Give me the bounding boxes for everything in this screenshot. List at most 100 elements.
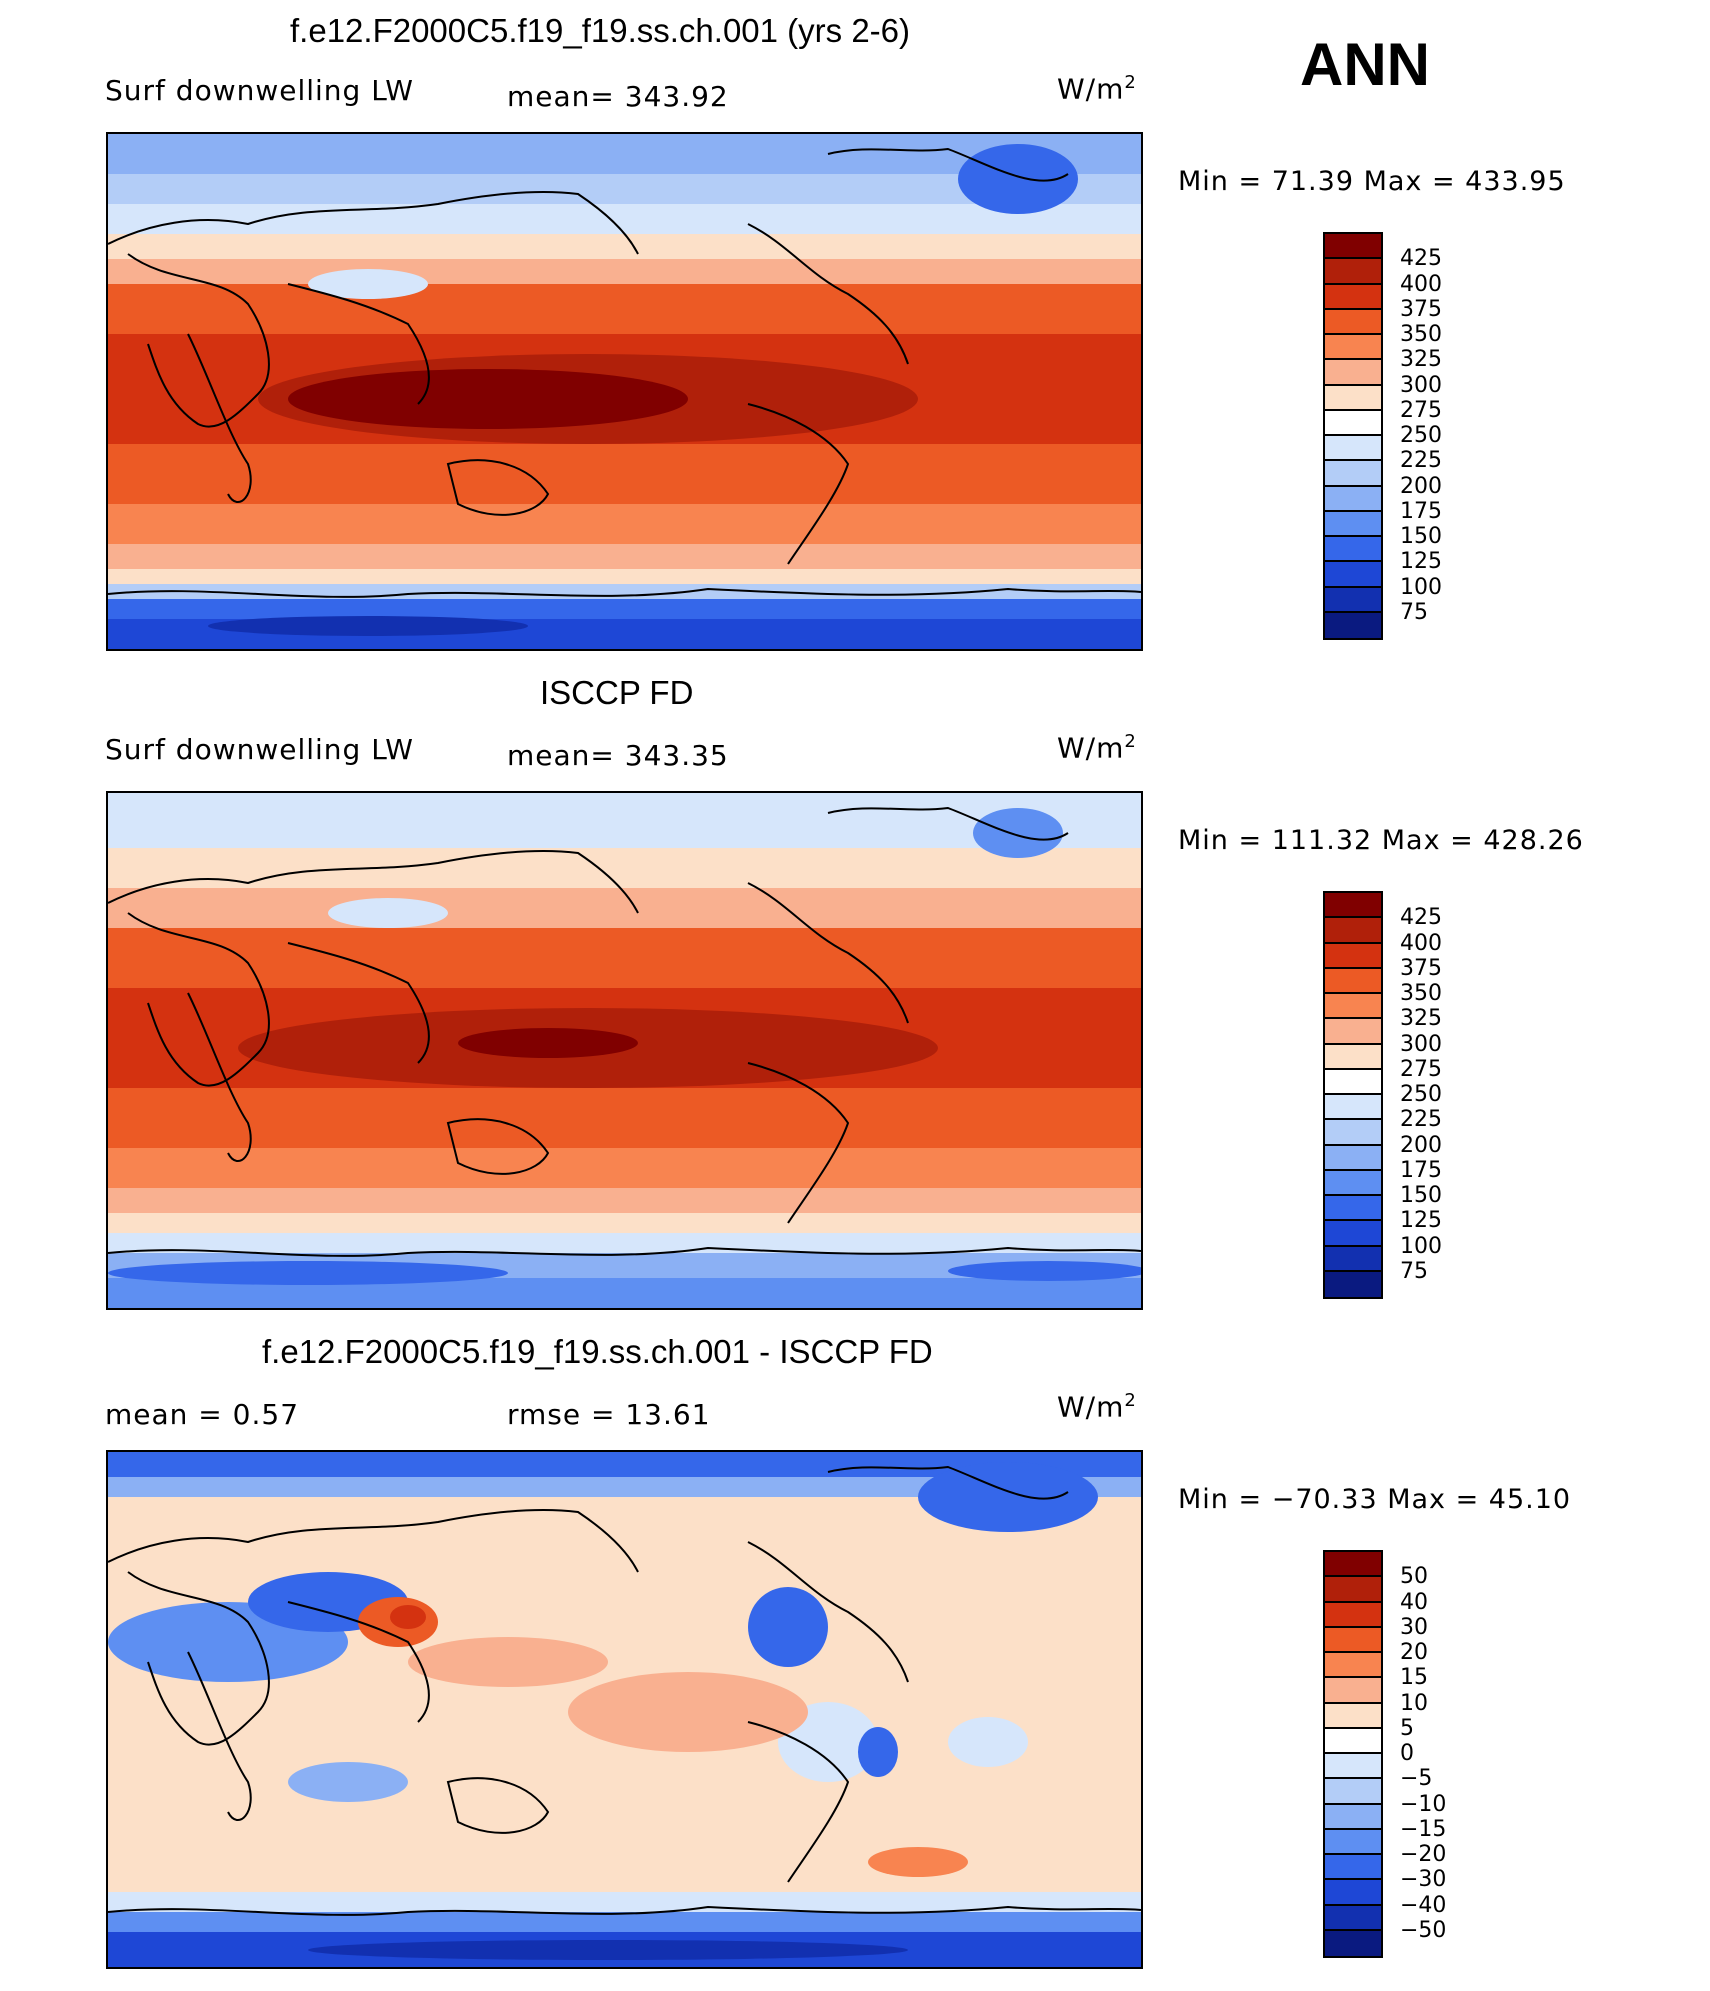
colorbar-segment — [1325, 385, 1381, 411]
panel2-variable-label: Surf downwelling LW — [105, 733, 414, 766]
panel2-map — [106, 791, 1143, 1310]
panel2-colorbar — [1323, 891, 1383, 1299]
panel3-units: W/m2 — [1057, 1390, 1137, 1424]
colorbar-tick-label: 225 — [1400, 448, 1442, 474]
colorbar-segment — [1325, 1653, 1381, 1679]
panel2-title: ISCCP FD — [540, 674, 694, 711]
colorbar-tick-label: 75 — [1400, 599, 1428, 625]
colorbar-segment — [1325, 537, 1381, 563]
colorbar-segment — [1325, 1829, 1381, 1855]
colorbar-tick-label: 50 — [1400, 1564, 1428, 1590]
colorbar-segment — [1325, 1804, 1381, 1830]
colorbar-tick-label: 325 — [1400, 347, 1442, 373]
colorbar-tick-label: 30 — [1400, 1614, 1428, 1640]
panel2-units: W/m2 — [1057, 731, 1137, 765]
colorbar-segment — [1325, 486, 1381, 512]
panel3-rmse-label: rmse = 13.61 — [507, 1398, 711, 1431]
colorbar-tick-label: 350 — [1400, 981, 1442, 1006]
colorbar-tick-label: 275 — [1400, 397, 1442, 423]
colorbar-segment — [1325, 234, 1381, 260]
panel2-minmax: Min = 111.32 Max = 428.26 — [1178, 825, 1584, 856]
colorbar-tick-label: 15 — [1400, 1665, 1428, 1691]
colorbar-tick-label: −5 — [1400, 1766, 1433, 1792]
colorbar-tick-label: 150 — [1400, 524, 1442, 549]
colorbar-segment — [1325, 1905, 1381, 1931]
colorbar-tick-label: −20 — [1400, 1842, 1447, 1867]
colorbar-segment — [1325, 1145, 1381, 1171]
colorbar-tick-label: −40 — [1400, 1892, 1447, 1918]
colorbar-tick-label: 250 — [1400, 423, 1442, 448]
colorbar-tick-label: 5 — [1400, 1715, 1414, 1741]
colorbar-segment — [1325, 335, 1381, 361]
colorbar-segment — [1325, 562, 1381, 588]
colorbar-segment — [1325, 259, 1381, 285]
colorbar-segment — [1325, 1170, 1381, 1196]
colorbar-segment — [1325, 1728, 1381, 1754]
colorbar-tick-label: 250 — [1400, 1082, 1442, 1107]
colorbar-segment — [1325, 1552, 1381, 1578]
panel3-colorbar — [1323, 1550, 1383, 1958]
colorbar-segment — [1325, 410, 1381, 436]
colorbar-segment — [1325, 1678, 1381, 1704]
panel2-mean-label: mean= 343.35 — [507, 739, 729, 772]
colorbar-tick-label: 0 — [1400, 1741, 1414, 1766]
colorbar-tick-label: 20 — [1400, 1640, 1428, 1665]
colorbar-tick-label: 300 — [1400, 372, 1442, 398]
colorbar-tick-label: −30 — [1400, 1867, 1447, 1893]
colorbar-tick-label: 425 — [1400, 905, 1442, 931]
colorbar-segment — [1325, 918, 1381, 944]
colorbar-tick-label: 175 — [1400, 1157, 1442, 1183]
colorbar-segment — [1325, 943, 1381, 969]
panel3-map — [106, 1450, 1143, 1969]
colorbar-segment — [1325, 1221, 1381, 1247]
panel1-title: f.e12.F2000C5.f19_f19.ss.ch.001 (yrs 2-6… — [290, 12, 911, 49]
colorbar-segment — [1325, 1044, 1381, 1070]
colorbar-segment — [1325, 436, 1381, 462]
colorbar-tick-label: 10 — [1400, 1690, 1428, 1716]
colorbar-segment — [1325, 612, 1381, 638]
colorbar-segment — [1325, 1880, 1381, 1906]
colorbar-segment — [1325, 461, 1381, 487]
colorbar-tick-label: 400 — [1400, 930, 1442, 956]
panel1-minmax: Min = 71.39 Max = 433.95 — [1178, 166, 1566, 197]
panel3-title: f.e12.F2000C5.f19_f19.ss.ch.001 - ISCCP … — [262, 1333, 933, 1370]
colorbar-tick-label: 375 — [1400, 296, 1442, 322]
colorbar-segment — [1325, 1246, 1381, 1272]
colorbar-tick-label: 300 — [1400, 1031, 1442, 1057]
colorbar-segment — [1325, 1627, 1381, 1653]
panel1-map — [106, 132, 1143, 651]
colorbar-tick-label: 75 — [1400, 1258, 1428, 1284]
colorbar-segment — [1325, 893, 1381, 919]
season-label: ANN — [1300, 31, 1430, 98]
colorbar-tick-label: 100 — [1400, 574, 1442, 600]
colorbar-segment — [1325, 1779, 1381, 1805]
colorbar-tick-label: 400 — [1400, 271, 1442, 297]
panel3-minmax: Min = −70.33 Max = 45.10 — [1178, 1484, 1572, 1515]
panel1-units: W/m2 — [1057, 72, 1137, 106]
colorbar-tick-label: 175 — [1400, 498, 1442, 524]
colorbar-segment — [1325, 1930, 1381, 1956]
colorbar-tick-label: 275 — [1400, 1056, 1442, 1082]
colorbar-segment — [1325, 1703, 1381, 1729]
colorbar-tick-label: −10 — [1400, 1791, 1447, 1817]
colorbar-tick-label: 350 — [1400, 322, 1442, 347]
colorbar-segment — [1325, 1577, 1381, 1603]
colorbar-tick-label: 325 — [1400, 1006, 1442, 1032]
colorbar-tick-label: 200 — [1400, 473, 1442, 499]
colorbar-tick-label: 375 — [1400, 955, 1442, 981]
colorbar-segment — [1325, 1754, 1381, 1780]
colorbar-segment — [1325, 1095, 1381, 1121]
colorbar-segment — [1325, 1120, 1381, 1146]
colorbar-segment — [1325, 968, 1381, 994]
colorbar-tick-label: 150 — [1400, 1183, 1442, 1208]
colorbar-segment — [1325, 1271, 1381, 1297]
colorbar-tick-label: −50 — [1400, 1917, 1447, 1943]
colorbar-tick-label: −15 — [1400, 1816, 1447, 1842]
colorbar-tick-label: 225 — [1400, 1107, 1442, 1133]
colorbar-segment — [1325, 1196, 1381, 1222]
panel1-mean-label: mean= 343.92 — [507, 80, 729, 113]
colorbar-segment — [1325, 1019, 1381, 1045]
panel1-colorbar — [1323, 232, 1383, 640]
panel1-variable-label: Surf downwelling LW — [105, 74, 414, 107]
colorbar-segment — [1325, 284, 1381, 310]
